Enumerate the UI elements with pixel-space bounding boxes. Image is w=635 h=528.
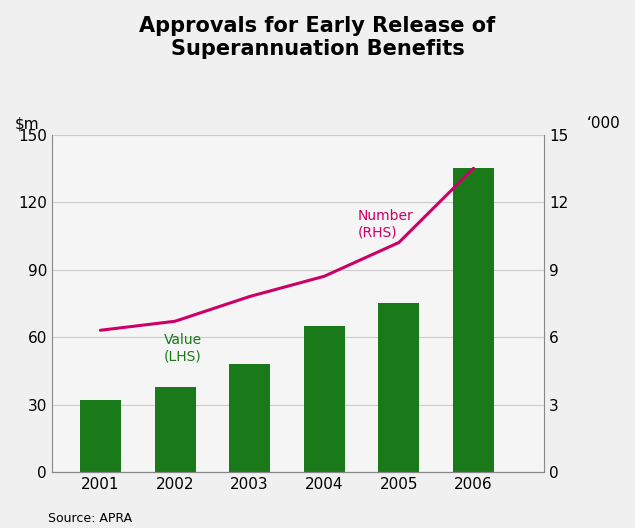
Text: ‘000: ‘000 <box>586 116 620 131</box>
Text: Source: APRA: Source: APRA <box>48 512 131 525</box>
Text: $m: $m <box>15 116 39 131</box>
Bar <box>229 364 270 472</box>
Bar <box>80 400 121 472</box>
Bar <box>304 326 345 472</box>
Text: Value
(LHS): Value (LHS) <box>164 333 202 363</box>
Bar <box>154 386 196 472</box>
Text: Number
(RHS): Number (RHS) <box>358 210 413 240</box>
Bar <box>378 303 420 472</box>
Text: Approvals for Early Release of
Superannuation Benefits: Approvals for Early Release of Superannu… <box>139 16 496 59</box>
Bar <box>453 168 494 472</box>
